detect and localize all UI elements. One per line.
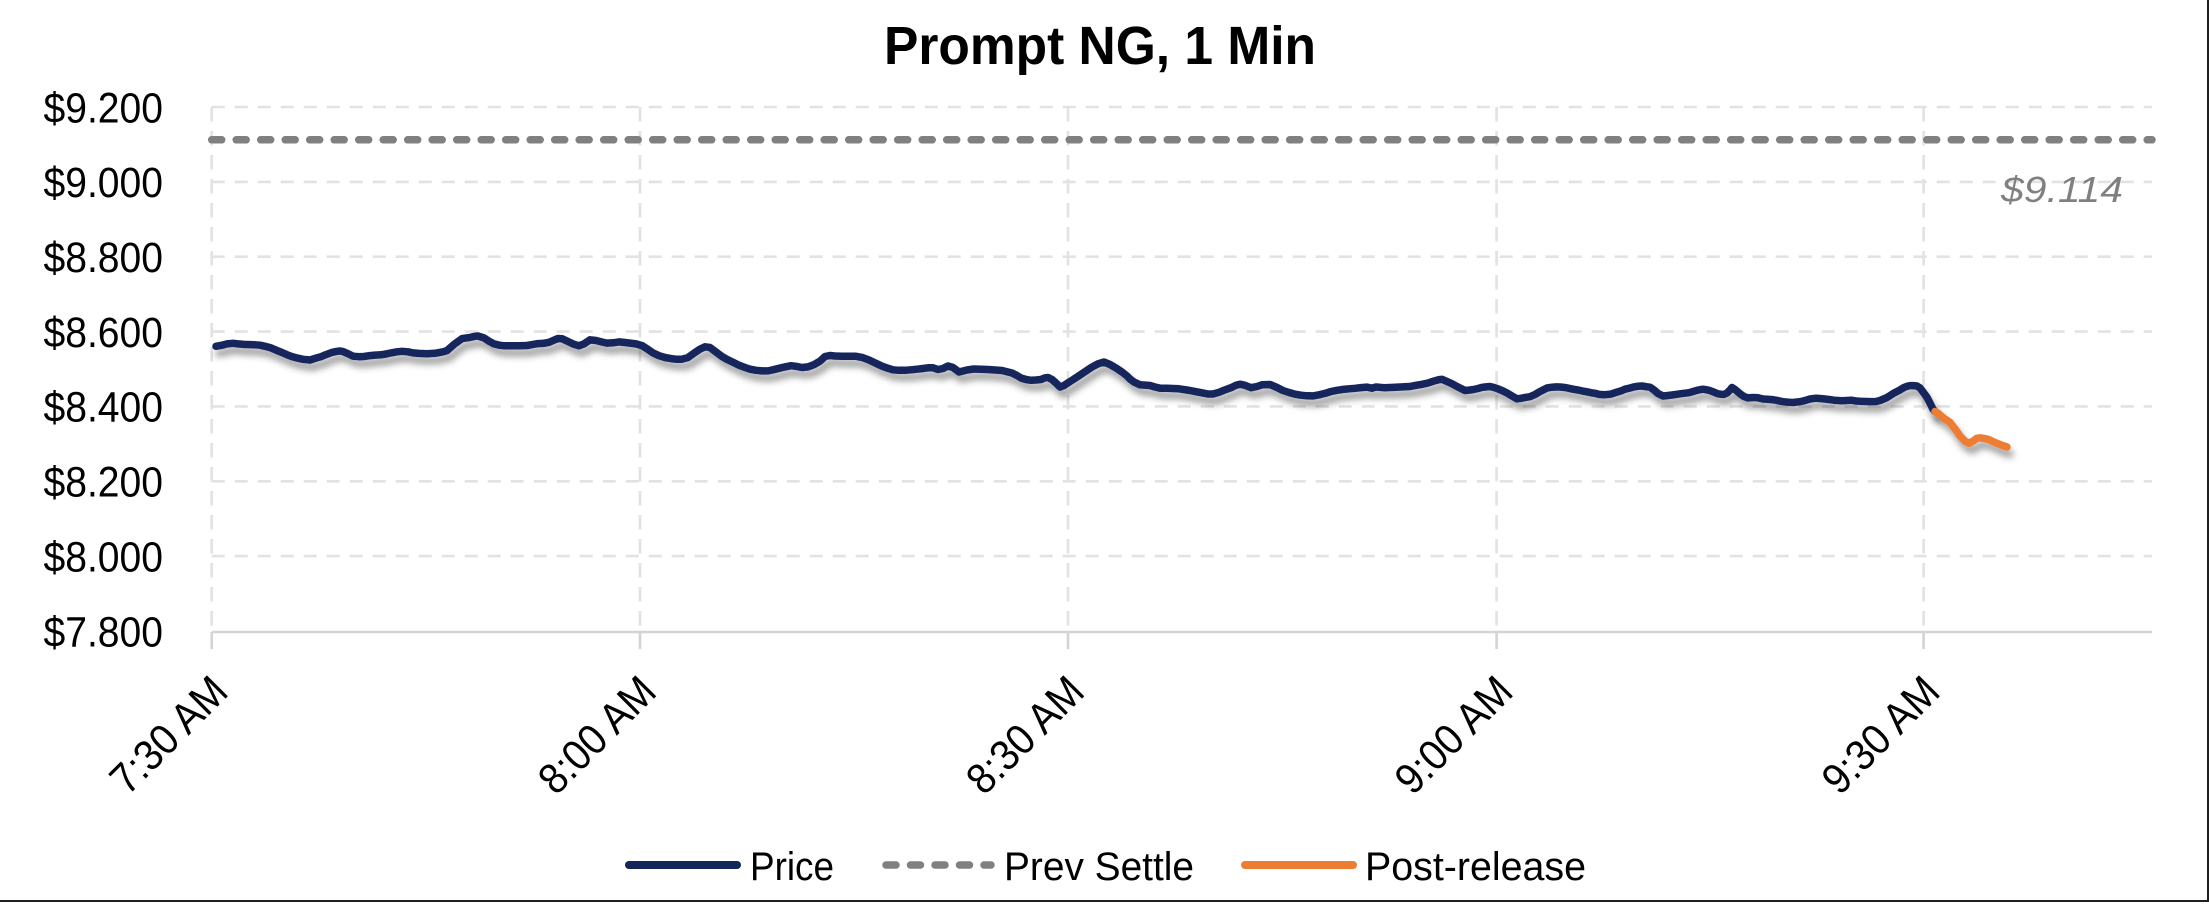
svg-text:$8.200: $8.200 bbox=[44, 459, 164, 507]
svg-text:$8.400: $8.400 bbox=[44, 384, 164, 432]
svg-text:$9.114: $9.114 bbox=[2000, 169, 2123, 210]
svg-text:$8.800: $8.800 bbox=[44, 234, 164, 282]
svg-text:$7.800: $7.800 bbox=[44, 608, 164, 656]
svg-text:Post-release: Post-release bbox=[1365, 845, 1586, 889]
svg-text:$8.600: $8.600 bbox=[44, 309, 164, 357]
svg-text:$8.000: $8.000 bbox=[44, 533, 164, 581]
svg-text:Prompt NG, 1 Min: Prompt NG, 1 Min bbox=[884, 16, 1316, 76]
svg-text:$9.200: $9.200 bbox=[44, 84, 164, 132]
svg-text:$9.000: $9.000 bbox=[44, 159, 164, 207]
svg-text:Prev Settle: Prev Settle bbox=[1004, 845, 1194, 889]
svg-text:Price: Price bbox=[750, 845, 834, 889]
